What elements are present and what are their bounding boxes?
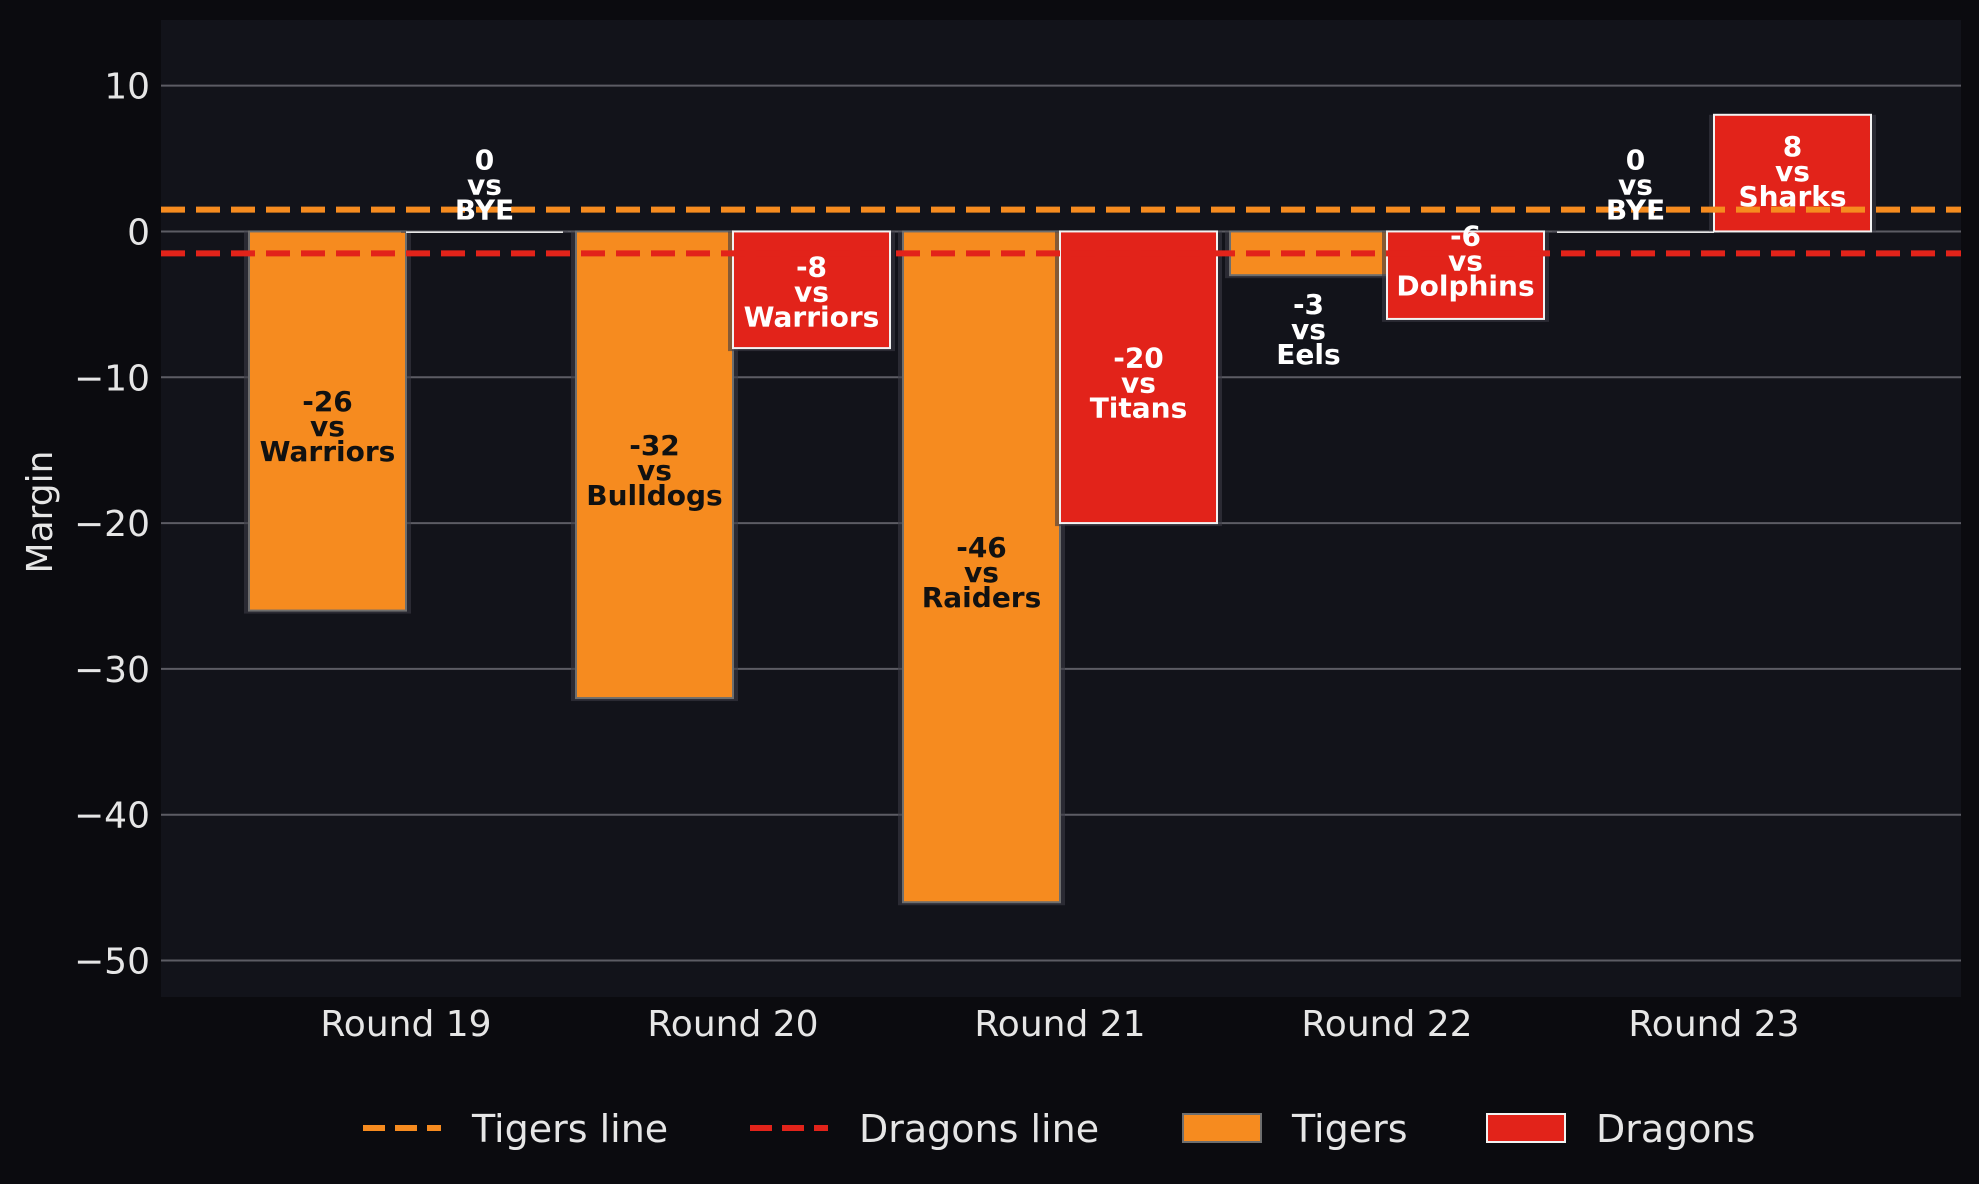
- bar-label-line: Warriors: [260, 435, 396, 468]
- y-tick-label: −40: [74, 796, 150, 837]
- y-tick-label: −50: [74, 942, 150, 983]
- y-axis-ticks: 10 0 −10 −20 −30 −40 −50: [74, 67, 150, 983]
- bar-label-line: Dolphins: [1396, 269, 1534, 302]
- legend-label: Dragons line: [859, 1107, 1099, 1151]
- bar-label-line: Raiders: [922, 581, 1042, 614]
- y-tick-label: −10: [74, 358, 150, 399]
- bar-label-line: vs: [310, 410, 345, 443]
- bar-label-line: -8: [796, 250, 827, 283]
- bar-label-line: Titans: [1090, 391, 1188, 424]
- y-tick-label: −30: [74, 650, 150, 691]
- bar-label-line: BYE: [455, 193, 514, 226]
- bar-label-line: vs: [1291, 313, 1326, 346]
- y-tick-label: −20: [74, 504, 150, 545]
- bar-label-line: vs: [1775, 155, 1810, 188]
- legend-patch-swatch: [1182, 1113, 1262, 1143]
- bar-label-line: vs: [1121, 366, 1156, 399]
- y-axis-title: Margin: [20, 451, 61, 574]
- y-tick-label: 10: [104, 67, 150, 108]
- bar-label-line: vs: [1618, 168, 1653, 201]
- bar-label-line: Sharks: [1738, 180, 1846, 213]
- bar-tigers: [248, 230, 407, 612]
- legend-label: Tigers line: [471, 1107, 668, 1151]
- x-tick-label: Round 23: [1628, 1004, 1799, 1045]
- bar-label-line: Warriors: [744, 300, 880, 333]
- bar-label-line: -20: [1113, 341, 1164, 374]
- x-tick-label: Round 20: [647, 1004, 818, 1045]
- bar-label-line: -46: [956, 531, 1007, 564]
- bar-label-line: vs: [964, 556, 999, 589]
- bar-label-line: vs: [794, 275, 829, 308]
- bar-label-line: -6: [1450, 219, 1481, 252]
- bar-label-line: BYE: [1606, 193, 1665, 226]
- bar-label-line: -3: [1293, 288, 1324, 321]
- bar-label-line: -26: [302, 385, 353, 418]
- legend-label: Tigers: [1291, 1107, 1408, 1151]
- bar-label-line: vs: [1448, 244, 1483, 277]
- legend-label: Dragons: [1596, 1107, 1755, 1151]
- x-tick-label: Round 19: [320, 1004, 491, 1045]
- bar-tigers: [575, 230, 734, 700]
- bar-label-line: vs: [637, 454, 672, 487]
- x-tick-label: Round 22: [1301, 1004, 1472, 1045]
- legend-patch-swatch: [1486, 1113, 1566, 1143]
- bar-label-line: Eels: [1276, 338, 1340, 371]
- bar-dragons: [1059, 230, 1218, 525]
- bar-label-line: Bulldogs: [586, 479, 722, 512]
- x-axis-ticks: Round 19 Round 20 Round 21 Round 22 Round 23: [320, 1004, 1799, 1045]
- bar-labels: -26vsWarriors0vsBYE-32vsBulldogs-8vsWarr…: [260, 130, 1847, 614]
- bar-label-line: 8: [1783, 130, 1802, 163]
- bars: [244, 113, 1876, 906]
- reference-lines: [161, 206, 1961, 257]
- bar-tigers: [902, 230, 1061, 904]
- bar-tigers: [1557, 231, 1714, 233]
- x-tick-label: Round 21: [974, 1004, 1145, 1045]
- bar-label-line: vs: [467, 168, 502, 201]
- y-tick-label: 0: [127, 212, 150, 253]
- bar-dragons: [1386, 230, 1545, 320]
- bar-label-line: 0: [1626, 143, 1645, 176]
- bar-label-line: 0: [475, 143, 494, 176]
- bar-label-line: -32: [629, 429, 680, 462]
- legend: Tigers line Dragons line Tigers Dragons: [363, 1107, 1755, 1151]
- bar-dragons: [406, 231, 563, 233]
